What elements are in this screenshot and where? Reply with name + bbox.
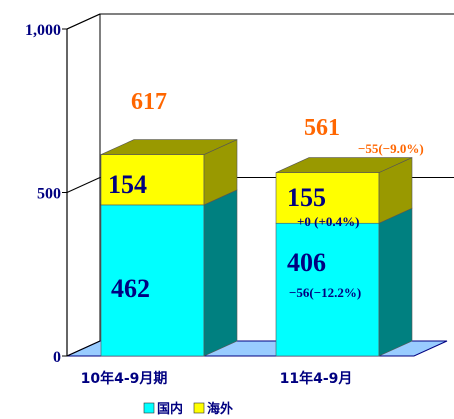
x-category-label: 11年4-9月 — [280, 370, 353, 387]
bar-segment-domestic — [275, 222, 380, 357]
grid-depth-line — [66, 340, 101, 357]
legend-label-overseas: 海外 — [207, 401, 233, 417]
x-categories: 10年4-9月期 11年4-9月 — [81, 370, 353, 387]
total-label: 617 — [131, 89, 167, 115]
legend-label-domestic: 国内 — [157, 401, 183, 417]
value-label-domestic: 406 — [287, 248, 326, 277]
x-category-label: 10年4-9月期 — [81, 370, 168, 387]
bar-side — [378, 207, 413, 357]
change-label-domestic: −56(−12.2%) — [289, 285, 361, 300]
bar-top — [275, 157, 413, 173]
bar-segment-overseas — [100, 154, 205, 206]
bar-segment-domestic — [100, 204, 205, 357]
bar-top — [100, 139, 238, 155]
y-tick-label: 0 — [53, 349, 61, 366]
value-label-overseas: 155 — [287, 183, 326, 212]
data-labels: 462 406 −56(−12.2%) 154 155 +0 (+0.4%) 617 561 −… — [108, 89, 424, 303]
bars — [100, 139, 413, 357]
y-ticks: 0 500 1,000 — [25, 22, 67, 366]
value-label-domestic: 462 — [111, 274, 150, 303]
y-tick-label: 1,000 — [25, 22, 61, 39]
y-tick-label: 500 — [37, 186, 61, 203]
bar-side — [203, 189, 238, 357]
grid-depth-line — [66, 177, 101, 193]
change-label-overseas: +0 (+0.4%) — [297, 214, 359, 229]
grid-depth-line — [66, 13, 101, 30]
total-change-label: −55(−9.0%) — [358, 141, 424, 156]
total-label: 561 — [304, 115, 340, 141]
value-label-overseas: 154 — [108, 170, 147, 199]
legend-swatch-domestic — [143, 402, 155, 414]
bar-segment-overseas — [275, 172, 380, 224]
legend-swatch-overseas — [193, 402, 205, 414]
legend: 国内 海外 — [143, 401, 233, 417]
